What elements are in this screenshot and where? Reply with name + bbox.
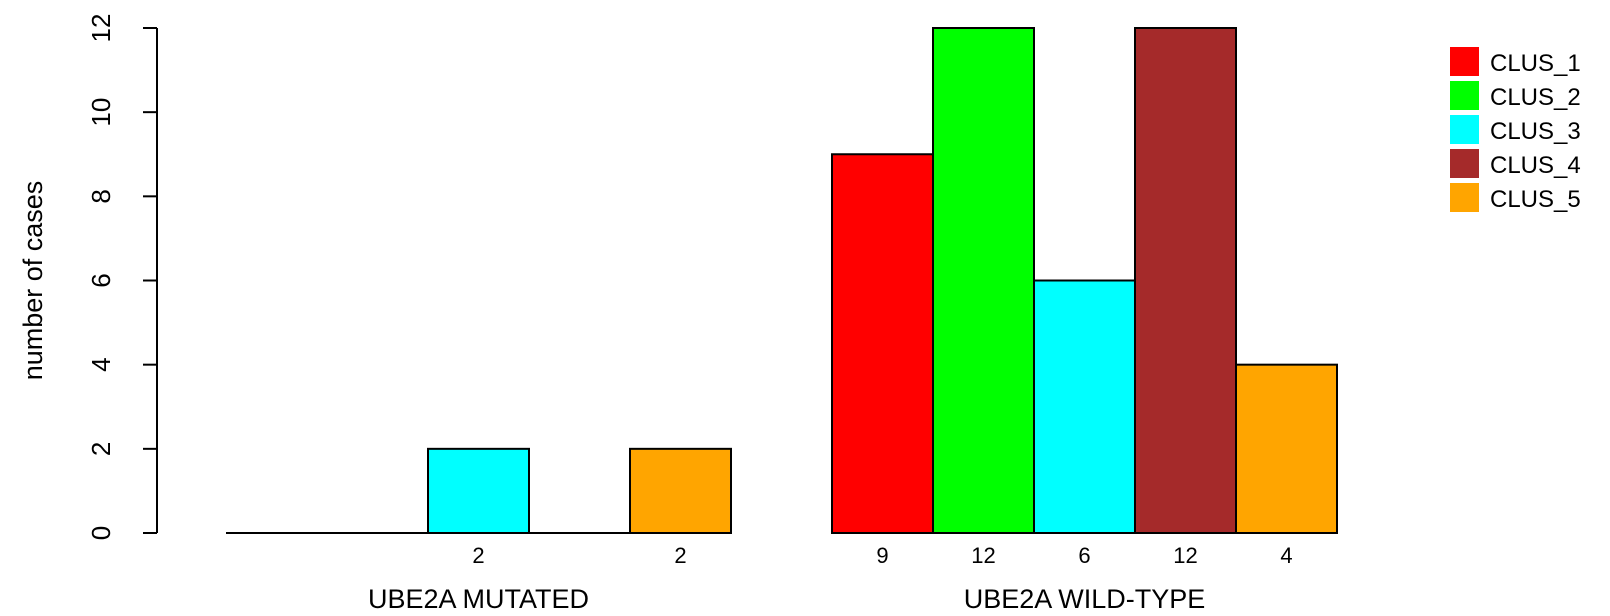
legend-label: CLUS_5 bbox=[1490, 186, 1581, 213]
bars bbox=[226, 27, 1338, 535]
y-axis: 0 2 4 6 8 10 12 bbox=[86, 14, 158, 540]
count-label: 6 bbox=[1078, 543, 1090, 568]
legend-label: CLUS_1 bbox=[1490, 50, 1581, 77]
y-axis-title: number of cases bbox=[18, 181, 48, 381]
y-tick-label: 6 bbox=[86, 273, 116, 287]
bar-clus-5 bbox=[629, 447, 732, 535]
count-label: 12 bbox=[1173, 543, 1197, 568]
legend-label: CLUS_2 bbox=[1490, 84, 1581, 111]
legend-swatch bbox=[1450, 149, 1479, 178]
legend: CLUS_1 CLUS_2 CLUS_3 CLUS_4 CLUS_5 bbox=[1450, 47, 1581, 213]
legend-swatch bbox=[1450, 81, 1479, 110]
bar-clus-5 bbox=[1235, 363, 1338, 534]
y-tick-label: 10 bbox=[86, 98, 116, 127]
y-tick-label: 8 bbox=[86, 189, 116, 203]
bar-clus-3 bbox=[1033, 279, 1136, 534]
bar-clus-1 bbox=[831, 153, 934, 534]
legend-label: CLUS_4 bbox=[1490, 152, 1581, 179]
count-label: 12 bbox=[971, 543, 995, 568]
group-labels: UBE2A MUTATED UBE2A WILD-TYPE bbox=[368, 584, 1205, 614]
y-tick-label: 0 bbox=[86, 526, 116, 540]
legend-label: CLUS_3 bbox=[1490, 118, 1581, 145]
bar-clus-3 bbox=[427, 447, 530, 535]
count-label: 2 bbox=[472, 543, 484, 568]
bar-clus-4 bbox=[1134, 27, 1237, 534]
y-tick-label: 12 bbox=[86, 14, 116, 43]
count-label: 9 bbox=[876, 543, 888, 568]
bar-clus-2 bbox=[932, 27, 1035, 534]
count-labels: 2 2 9 12 6 12 4 bbox=[472, 543, 1292, 568]
count-label: 4 bbox=[1280, 543, 1292, 568]
legend-swatch bbox=[1450, 47, 1479, 76]
count-label: 2 bbox=[674, 543, 686, 568]
group-label: UBE2A MUTATED bbox=[368, 584, 589, 614]
legend-swatch bbox=[1450, 183, 1479, 212]
legend-swatch bbox=[1450, 115, 1479, 144]
y-tick-label: 2 bbox=[86, 442, 116, 456]
y-tick-label: 4 bbox=[86, 357, 116, 371]
group-label: UBE2A WILD-TYPE bbox=[964, 584, 1206, 614]
